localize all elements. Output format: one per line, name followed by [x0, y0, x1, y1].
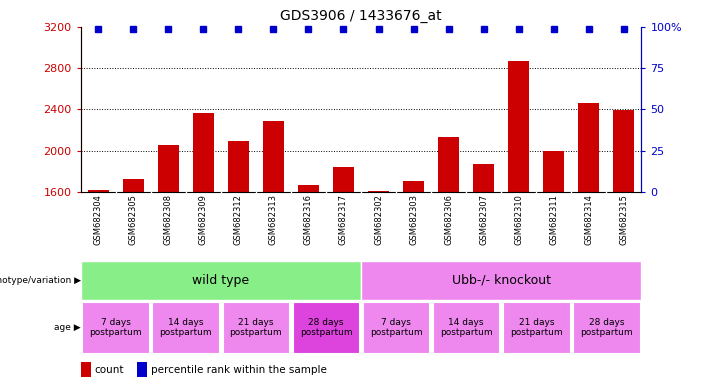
Text: 14 days
postpartum: 14 days postpartum [159, 318, 212, 337]
Bar [263, 121, 284, 192]
Text: GSM682314: GSM682314 [585, 194, 593, 245]
Bar [333, 167, 354, 192]
Bar [403, 180, 424, 192]
Text: GSM682316: GSM682316 [304, 194, 313, 245]
Bar [88, 190, 109, 192]
Bar [438, 137, 459, 192]
Bar [473, 164, 494, 192]
Text: 21 days
postpartum: 21 days postpartum [229, 318, 283, 337]
Bar [298, 185, 319, 192]
Text: GSM682310: GSM682310 [515, 194, 523, 245]
Bar [613, 111, 634, 192]
Bar [293, 302, 359, 353]
Text: wild type: wild type [192, 274, 250, 287]
Bar [503, 302, 570, 353]
Text: GSM682303: GSM682303 [409, 194, 418, 245]
Bar [361, 261, 641, 300]
Bar [153, 302, 219, 353]
Bar [83, 302, 149, 353]
Text: GSM682317: GSM682317 [339, 194, 348, 245]
Text: percentile rank within the sample: percentile rank within the sample [151, 364, 327, 375]
Text: 14 days
postpartum: 14 days postpartum [440, 318, 493, 337]
Text: GSM682302: GSM682302 [374, 194, 383, 245]
Text: 28 days
postpartum: 28 days postpartum [299, 318, 353, 337]
Text: GSM682306: GSM682306 [444, 194, 453, 245]
Text: GSM682315: GSM682315 [620, 194, 628, 245]
Bar [223, 302, 290, 353]
Bar [123, 179, 144, 192]
Bar [508, 61, 529, 192]
Text: 7 days
postpartum: 7 days postpartum [89, 318, 142, 337]
Text: GSM682309: GSM682309 [199, 194, 207, 245]
Text: GSM682307: GSM682307 [479, 194, 488, 245]
Bar [228, 141, 249, 192]
Text: 28 days
postpartum: 28 days postpartum [580, 318, 633, 337]
Bar [81, 261, 361, 300]
Bar [578, 103, 599, 192]
Bar [137, 362, 147, 377]
Text: GSM682308: GSM682308 [164, 194, 172, 245]
Bar [573, 302, 640, 353]
Text: 21 days
postpartum: 21 days postpartum [510, 318, 563, 337]
Text: GSM682311: GSM682311 [550, 194, 558, 245]
Text: GSM682313: GSM682313 [269, 194, 278, 245]
Text: GSM682305: GSM682305 [129, 194, 137, 245]
Text: GSM682312: GSM682312 [234, 194, 243, 245]
Text: age ▶: age ▶ [54, 323, 81, 332]
Bar [193, 113, 214, 192]
Bar [368, 191, 389, 192]
Text: 7 days
postpartum: 7 days postpartum [369, 318, 423, 337]
Title: GDS3906 / 1433676_at: GDS3906 / 1433676_at [280, 9, 442, 23]
Text: GSM682304: GSM682304 [94, 194, 102, 245]
Text: Ubb-/- knockout: Ubb-/- knockout [451, 274, 551, 287]
Text: genotype/variation ▶: genotype/variation ▶ [0, 276, 81, 285]
Bar [81, 362, 90, 377]
Bar [363, 302, 430, 353]
Bar [543, 151, 564, 192]
Bar [158, 144, 179, 192]
Text: count: count [95, 364, 124, 375]
Bar [433, 302, 500, 353]
